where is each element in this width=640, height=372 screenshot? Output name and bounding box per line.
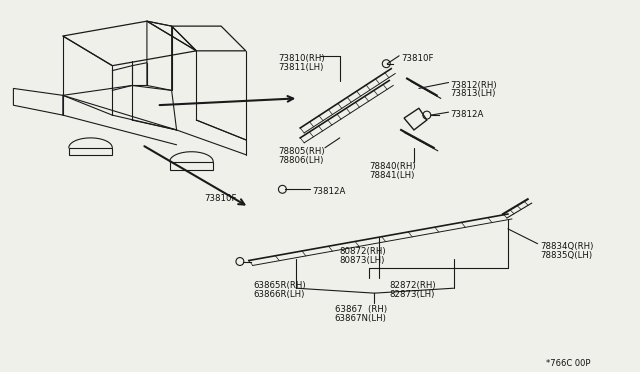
Text: 73812A: 73812A [312,187,346,196]
Polygon shape [170,161,213,170]
Polygon shape [68,148,112,155]
Text: 80872(RH): 80872(RH) [340,247,387,256]
Text: 63867N(LH): 63867N(LH) [335,314,387,323]
Text: 78835Q(LH): 78835Q(LH) [541,251,593,260]
Text: 63865R(RH): 63865R(RH) [253,281,307,290]
Text: 73813(LH): 73813(LH) [451,89,496,99]
Text: 73810F: 73810F [204,194,237,203]
Text: 73812(RH): 73812(RH) [451,80,497,90]
Text: 63866R(LH): 63866R(LH) [253,290,305,299]
Text: 78806(LH): 78806(LH) [278,155,324,165]
Text: 73810F: 73810F [401,54,434,63]
Text: 63867  (RH): 63867 (RH) [335,305,387,314]
Text: 73811(LH): 73811(LH) [278,63,324,72]
Text: 82872(RH): 82872(RH) [389,281,436,290]
Text: 78841(LH): 78841(LH) [369,170,415,180]
Text: 73812A: 73812A [451,110,484,119]
Text: 80873(LH): 80873(LH) [340,256,385,264]
Text: 78834Q(RH): 78834Q(RH) [541,242,594,251]
Text: 78840(RH): 78840(RH) [369,161,416,171]
Text: 73810(RH): 73810(RH) [278,54,325,63]
Text: 78805(RH): 78805(RH) [278,147,325,156]
Text: *766C 00P: *766C 00P [545,359,590,368]
Text: 82873(LH): 82873(LH) [389,290,435,299]
